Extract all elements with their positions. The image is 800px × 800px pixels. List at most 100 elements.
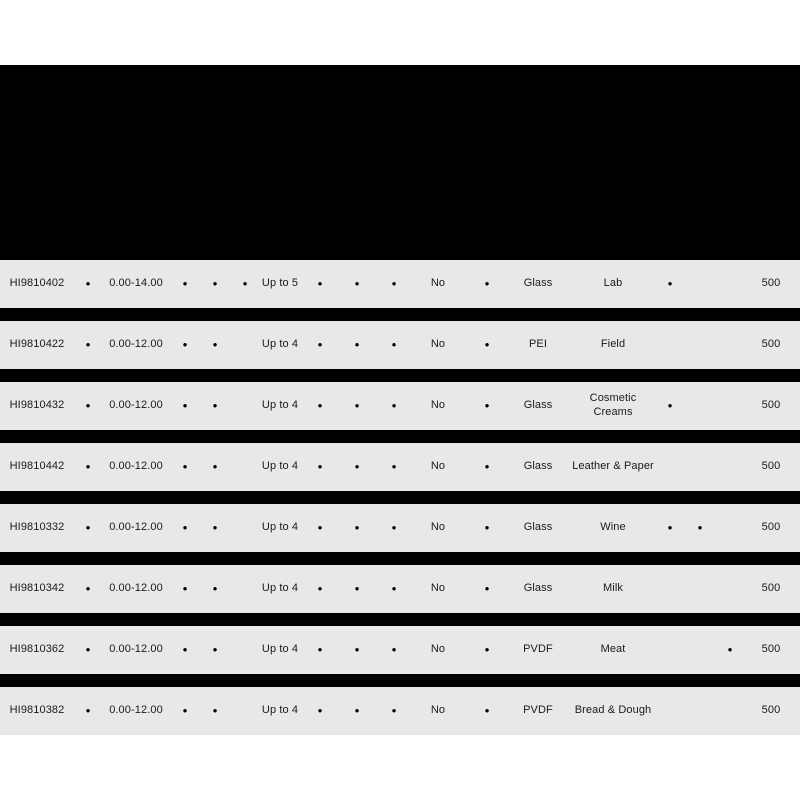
bullet-icon: • xyxy=(317,275,323,291)
bullet-icon: • xyxy=(317,580,323,596)
table-row[interactable]: HI9810342 • 0.00-12.00 • • Up to 4 • • • No • Glass… xyxy=(0,565,800,613)
body-material-column-cell: Glass xyxy=(523,277,553,290)
bullet-icon: • xyxy=(212,641,218,657)
calibration-points-column-cell: Up to 5 xyxy=(261,277,299,290)
bullet-icon: • xyxy=(212,458,218,474)
model-column-cell: HI9810342 xyxy=(9,582,65,595)
bullet-icon: • xyxy=(727,641,733,657)
bullet-icon: • xyxy=(484,336,490,352)
bullet-icon: • xyxy=(317,397,323,413)
bullet-icon: • xyxy=(85,275,91,291)
refillable-column-cell: No xyxy=(430,521,446,534)
bullet-icon: • xyxy=(182,336,188,352)
body-material-column-cell: PEI xyxy=(528,338,548,351)
table-row[interactable]: HI9810432 • 0.00-12.00 • • Up to 4 • • • No • Glass… xyxy=(0,382,800,430)
bullet-icon: • xyxy=(212,397,218,413)
bullet-icon: • xyxy=(667,275,673,291)
calibration-points-column-cell: Up to 4 xyxy=(261,399,299,412)
bullet-icon: • xyxy=(85,519,91,535)
bullet-icon: • xyxy=(317,336,323,352)
refillable-column-cell: No xyxy=(430,704,446,717)
row-separator xyxy=(0,613,800,626)
bullet-icon: • xyxy=(354,580,360,596)
ph-range-column-cell: 0.00-12.00 xyxy=(109,582,163,595)
table-row[interactable]: HI9810382 • 0.00-12.00 • • Up to 4 • • • No • PVDF B… xyxy=(0,687,800,735)
bullet-icon: • xyxy=(354,702,360,718)
bullet-icon: • xyxy=(317,458,323,474)
model-column-cell: HI9810362 xyxy=(9,643,65,656)
ph-range-column-cell: 0.00-14.00 xyxy=(109,277,163,290)
bullet-icon: • xyxy=(391,275,397,291)
body-material-column-cell: Glass xyxy=(523,460,553,473)
bullet-icon: • xyxy=(182,458,188,474)
application-column-cell: Meat xyxy=(600,643,626,656)
quantity-column-cell: 500 xyxy=(761,582,781,595)
ph-range-column-cell: 0.00-12.00 xyxy=(109,399,163,412)
refillable-column-cell: No xyxy=(430,338,446,351)
bullet-icon: • xyxy=(182,519,188,535)
quantity-column-cell: 500 xyxy=(761,521,781,534)
row-separator xyxy=(0,369,800,382)
table-row[interactable]: HI9810442 • 0.00-12.00 • • Up to 4 • • • No • Glass… xyxy=(0,443,800,491)
refillable-column-cell: No xyxy=(430,277,446,290)
bullet-icon: • xyxy=(391,336,397,352)
application-column-cell: Field xyxy=(600,338,626,351)
model-column-cell: HI9810442 xyxy=(9,460,65,473)
bullet-icon: • xyxy=(212,519,218,535)
calibration-points-column-cell: Up to 4 xyxy=(261,582,299,595)
bullet-icon: • xyxy=(391,519,397,535)
model-column-cell: HI9810432 xyxy=(9,399,65,412)
bullet-icon: • xyxy=(484,397,490,413)
model-column-cell: HI9810402 xyxy=(9,277,65,290)
bullet-icon: • xyxy=(354,336,360,352)
bullet-icon: • xyxy=(85,336,91,352)
application-column-cell: Milk xyxy=(603,582,623,595)
bullet-icon: • xyxy=(667,397,673,413)
refillable-column-cell: No xyxy=(430,643,446,656)
table-row[interactable]: HI9810362 • 0.00-12.00 • • Up to 4 • • • No • PVDF M… xyxy=(0,626,800,674)
bullet-icon: • xyxy=(391,580,397,596)
body-material-column-cell: PVDF xyxy=(523,704,553,717)
calibration-points-column-cell: Up to 4 xyxy=(261,643,299,656)
bullet-icon: • xyxy=(484,275,490,291)
model-column-cell: HI9810422 xyxy=(9,338,65,351)
application-column-cell: Lab xyxy=(603,277,623,290)
refillable-column-cell: No xyxy=(430,399,446,412)
body-material-column-cell: Glass xyxy=(523,582,553,595)
bullet-icon: • xyxy=(484,702,490,718)
ph-range-column-cell: 0.00-12.00 xyxy=(109,338,163,351)
calibration-points-column-cell: Up to 4 xyxy=(261,521,299,534)
bullet-icon: • xyxy=(182,702,188,718)
table-row[interactable]: HI9810332 • 0.00-12.00 • • Up to 4 • • • No • Glass… xyxy=(0,504,800,552)
bullet-icon: • xyxy=(391,397,397,413)
redacted-header-block xyxy=(0,65,800,260)
calibration-points-column-cell: Up to 4 xyxy=(261,704,299,717)
table-row[interactable]: HI9810402 • 0.00-14.00 • • • Up to 5 • • • No • Glas… xyxy=(0,260,800,308)
row-separator xyxy=(0,308,800,321)
bullet-icon: • xyxy=(354,458,360,474)
bullet-icon: • xyxy=(354,275,360,291)
bullet-icon: • xyxy=(182,397,188,413)
bullet-icon: • xyxy=(697,519,703,535)
quantity-column-cell: 500 xyxy=(761,338,781,351)
ph-range-column-cell: 0.00-12.00 xyxy=(109,521,163,534)
bullet-icon: • xyxy=(484,458,490,474)
bullet-icon: • xyxy=(182,641,188,657)
bullet-icon: • xyxy=(85,702,91,718)
bullet-icon: • xyxy=(391,702,397,718)
bullet-icon: • xyxy=(484,519,490,535)
row-separator xyxy=(0,552,800,565)
bullet-icon: • xyxy=(85,397,91,413)
bullet-icon: • xyxy=(354,641,360,657)
body-material-column-cell: Glass xyxy=(523,399,553,412)
bullet-icon: • xyxy=(391,641,397,657)
ph-range-column-cell: 0.00-12.00 xyxy=(109,460,163,473)
ph-range-column-cell: 0.00-12.00 xyxy=(109,704,163,717)
quantity-column-cell: 500 xyxy=(761,460,781,473)
row-separator xyxy=(0,674,800,687)
row-separator xyxy=(0,491,800,504)
quantity-column-cell: 500 xyxy=(761,399,781,412)
table-row[interactable]: HI9810422 • 0.00-12.00 • • Up to 4 • • • No • PEI Fi… xyxy=(0,321,800,369)
bullet-icon: • xyxy=(212,702,218,718)
